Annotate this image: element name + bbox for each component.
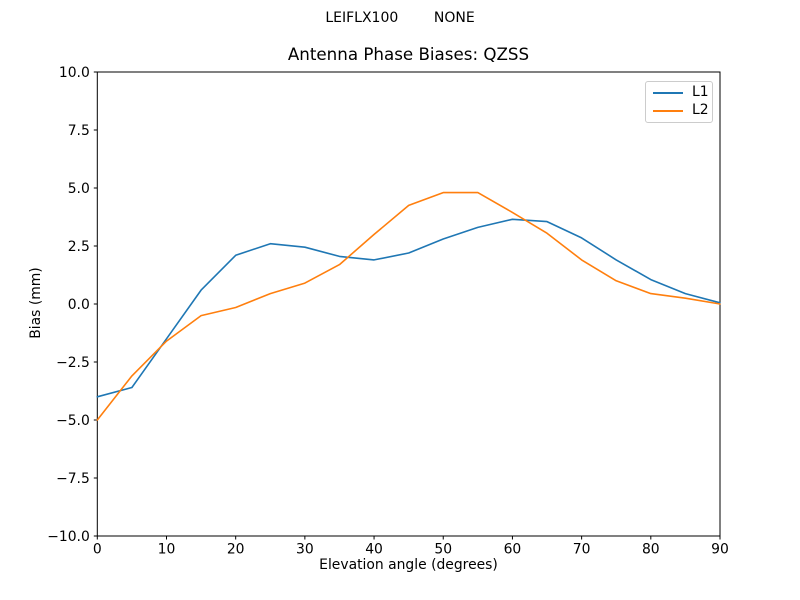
y-tick-label: 5.0 [68,181,90,197]
y-axis-label: Bias (mm) [28,267,44,339]
y-tick-label: 0.0 [68,297,90,313]
x-tick-label: 80 [642,542,660,558]
x-tick-label: 30 [296,542,314,558]
axes-title: Antenna Phase Biases: QZSS [287,44,530,64]
x-tick-label: 20 [227,542,245,558]
x-axis-label: Elevation angle (degrees) [319,557,498,573]
y-tick-label: −7.5 [56,471,90,487]
legend-label: L1 [692,84,709,101]
x-tick-label: 60 [504,542,522,558]
legend: L1 L2 [645,81,713,123]
legend-line-l1 [653,92,683,95]
x-tick-label: 50 [434,542,452,558]
x-tick-label: 0 [93,542,102,558]
y-tick-label: 7.5 [68,123,90,139]
legend-item-l1: L1 [653,84,712,101]
legend-line-l2 [653,109,683,112]
series-line-l2 [96,191,721,421]
legend-label: L2 [692,102,709,119]
x-tick-label: 10 [158,542,176,558]
x-tick-label: 90 [711,542,729,558]
y-tick-label: −10.0 [47,529,90,545]
y-tick-label: −2.5 [56,355,90,371]
y-tick-label: −5.0 [56,413,90,429]
x-tick-label: 40 [365,542,383,558]
x-tick-label: 70 [573,542,591,558]
y-tick-label: 2.5 [68,239,90,255]
figure-suptitle: LEIFLX100 NONE [325,10,475,26]
y-tick-label: 10.0 [59,65,90,81]
legend-item-l2: L2 [653,102,712,119]
series-line-l1 [96,218,721,398]
